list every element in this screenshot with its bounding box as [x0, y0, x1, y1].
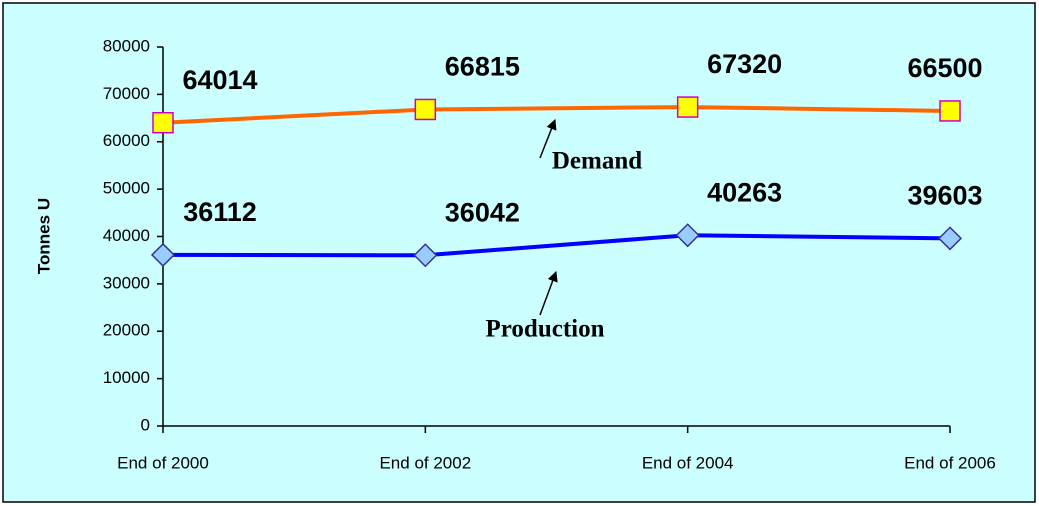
series-line [162, 105, 951, 125]
marker [939, 100, 961, 122]
y-tick-label: 30000 [103, 273, 150, 292]
y-tick-label: 60000 [103, 131, 150, 150]
annotation: Demand [552, 148, 642, 175]
y-tick-label: 40000 [103, 226, 150, 245]
x-tick-label: End of 2006 [904, 453, 996, 472]
data-label: 67320 [707, 49, 782, 79]
marker [152, 111, 174, 134]
marker [937, 226, 963, 251]
annotation-arrow [539, 271, 558, 316]
y-axis-label: Tonnes U [34, 198, 53, 274]
marker [150, 242, 176, 267]
annotation: Production [486, 316, 605, 343]
data-label: 64014 [182, 65, 257, 95]
data-label: 36112 [183, 197, 257, 227]
data-label: 36042 [445, 197, 520, 227]
y-tick-label: 80000 [103, 36, 150, 55]
marker [413, 243, 438, 268]
y-tick-label: 20000 [103, 321, 150, 340]
x-tick-label: End of 2002 [379, 453, 471, 472]
series-line [162, 233, 951, 258]
data-label: 40263 [707, 177, 782, 207]
y-tick-label: 0 [141, 415, 150, 434]
y-tick-label: 70000 [103, 84, 150, 103]
y-tick-label: 50000 [103, 179, 150, 198]
x-tick-label: End of 2004 [642, 453, 734, 472]
marker [414, 98, 437, 121]
data-label: 66500 [907, 53, 982, 83]
data-label: 66815 [445, 52, 520, 82]
x-tick-label: End of 2000 [117, 453, 209, 472]
marker [675, 223, 700, 248]
data-label: 39603 [907, 181, 982, 211]
y-tick-label: 10000 [103, 368, 150, 387]
annotation-arrow [539, 119, 557, 159]
marker [676, 96, 699, 118]
